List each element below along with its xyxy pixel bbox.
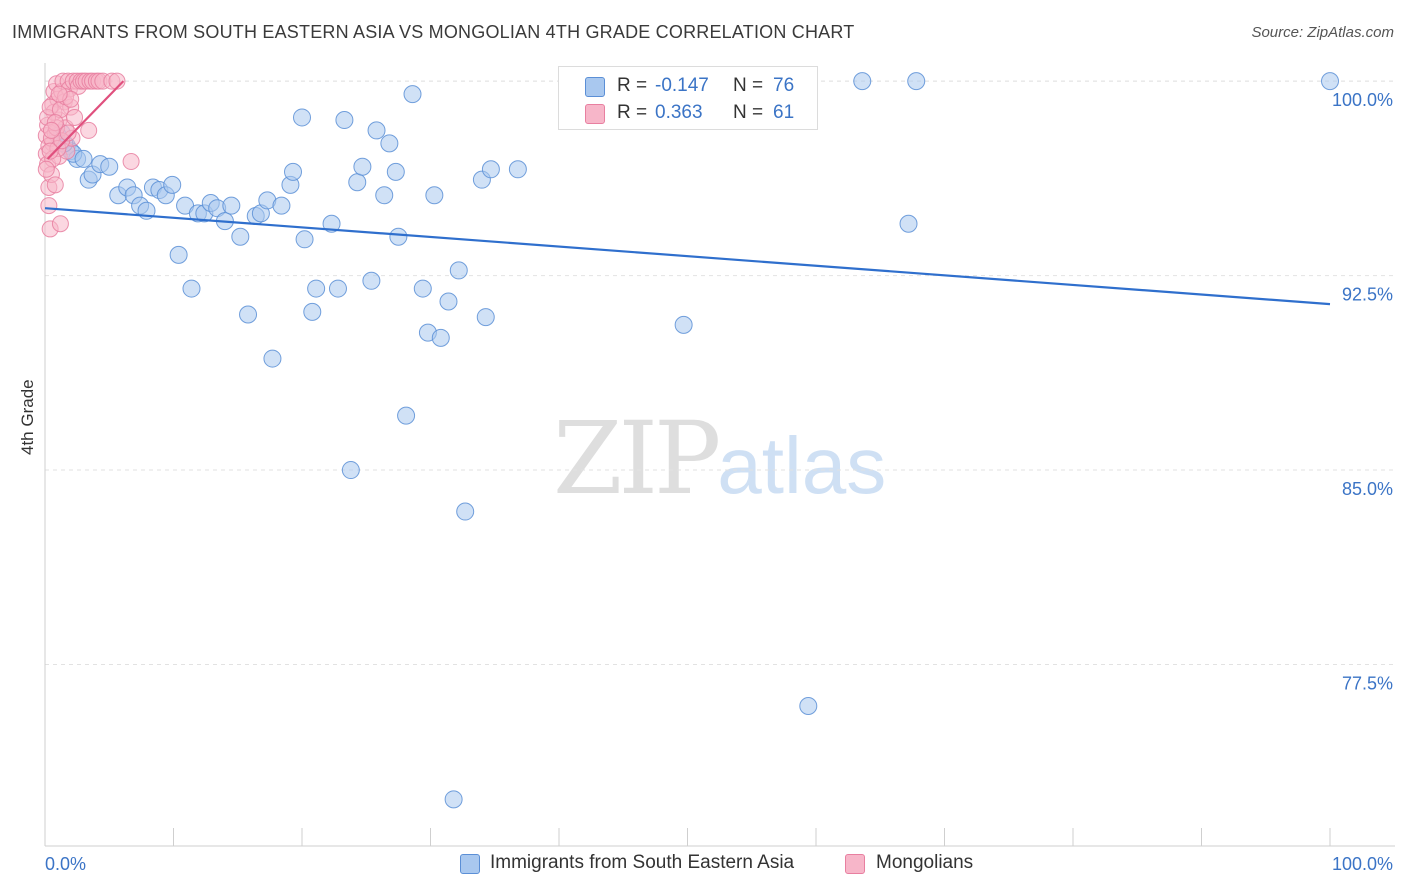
blue-point: [431, 328, 450, 347]
chart-title: IMMIGRANTS FROM SOUTH EASTERN ASIA VS MO…: [12, 22, 855, 42]
blue-point: [1321, 72, 1339, 91]
blue-point: [231, 227, 250, 246]
pink-point: [41, 142, 59, 160]
bottom-legend-swatch-blue: [460, 854, 480, 874]
y-tick-label: 92.5%: [1342, 285, 1393, 305]
correlation-legend: R = -0.147 N = 76 R = 0.363 N = 61: [558, 66, 818, 130]
blue-point: [100, 157, 119, 176]
legend-row-immigrants: R = -0.147 N = 76: [559, 73, 817, 99]
legend-r-value: -0.147: [655, 75, 709, 96]
blue-point: [239, 305, 258, 324]
blue-point: [169, 245, 188, 264]
blue-point: [74, 149, 93, 168]
pink-trend-line: [46, 80, 125, 160]
pink-point: [40, 197, 58, 215]
bottom-legend-label: Mongolians: [876, 852, 974, 873]
legend-n-value: 61: [773, 102, 795, 123]
blue-point: [413, 279, 432, 298]
pink-point: [37, 160, 55, 178]
legend-swatch-pink: [585, 104, 605, 124]
blue-point: [386, 162, 405, 181]
pink-point: [46, 176, 64, 194]
blue-point: [341, 461, 360, 480]
blue-point: [389, 227, 408, 246]
blue-point: [444, 790, 463, 809]
blue-point: [425, 186, 444, 205]
blue-point: [295, 230, 314, 249]
blue-point: [362, 271, 381, 290]
pink-point: [80, 121, 98, 139]
blue-point: [899, 214, 918, 233]
blue-point: [439, 292, 458, 311]
y-tick-label: 77.5%: [1342, 674, 1393, 694]
watermark-atlas: atlas: [717, 421, 887, 510]
x-tick-label: 100.0%: [1332, 854, 1393, 874]
legend-n-label: N =: [733, 75, 764, 96]
blue-point: [272, 196, 291, 215]
bottom-legend-label: Immigrants from South Eastern Asia: [490, 852, 795, 873]
x-tick-label: 0.0%: [45, 854, 86, 874]
legend-r-label: R =: [617, 102, 648, 123]
legend-n-label: N =: [733, 102, 764, 123]
watermark: ZIPatlas: [553, 400, 886, 517]
source-label: Source: ZipAtlas.com: [1251, 24, 1394, 41]
y-tick-label: 100.0%: [1332, 90, 1393, 110]
legend-n-value: 76: [773, 75, 795, 96]
blue-point: [456, 502, 475, 521]
blue-point: [508, 160, 527, 179]
blue-point: [353, 157, 372, 176]
blue-point: [307, 279, 326, 298]
legend-row-mongolians: R = 0.363 N = 61: [559, 100, 817, 126]
pink-point: [66, 108, 84, 126]
blue-point: [284, 162, 303, 181]
y-tick-label: 85.0%: [1342, 479, 1393, 499]
y-axis-title: 4th Grade: [18, 379, 37, 455]
blue-point: [328, 279, 347, 298]
pink-point: [122, 153, 140, 171]
blue-point: [403, 85, 422, 104]
pink-point: [51, 215, 69, 233]
blue-point: [397, 406, 416, 425]
blue-point: [375, 186, 394, 205]
blue-point: [674, 315, 693, 334]
blue-point: [348, 173, 367, 192]
blue-point: [163, 175, 182, 194]
blue-point: [303, 302, 322, 321]
blue-trend-line: [44, 207, 1331, 306]
blue-point: [380, 134, 399, 153]
blue-point: [182, 279, 201, 298]
pink-point: [42, 121, 60, 139]
blue-point: [322, 214, 341, 233]
pink-point: [50, 85, 68, 103]
blue-point: [907, 72, 926, 91]
watermark-zip: ZIP: [553, 400, 721, 517]
blue-point: [222, 196, 241, 215]
blue-point: [476, 308, 495, 327]
blue-point: [853, 72, 872, 91]
blue-point: [263, 349, 282, 368]
bottom-legend-swatch-pink: [845, 854, 865, 874]
blue-point: [367, 121, 386, 140]
blue-point: [799, 696, 818, 715]
legend-r-value: 0.363: [655, 102, 703, 123]
blue-point: [293, 108, 311, 127]
blue-point: [449, 261, 468, 280]
pink-point: [59, 124, 77, 142]
blue-point: [335, 111, 354, 130]
legend-swatch-blue: [585, 77, 605, 97]
blue-point: [481, 160, 500, 179]
legend-r-label: R =: [617, 75, 648, 96]
